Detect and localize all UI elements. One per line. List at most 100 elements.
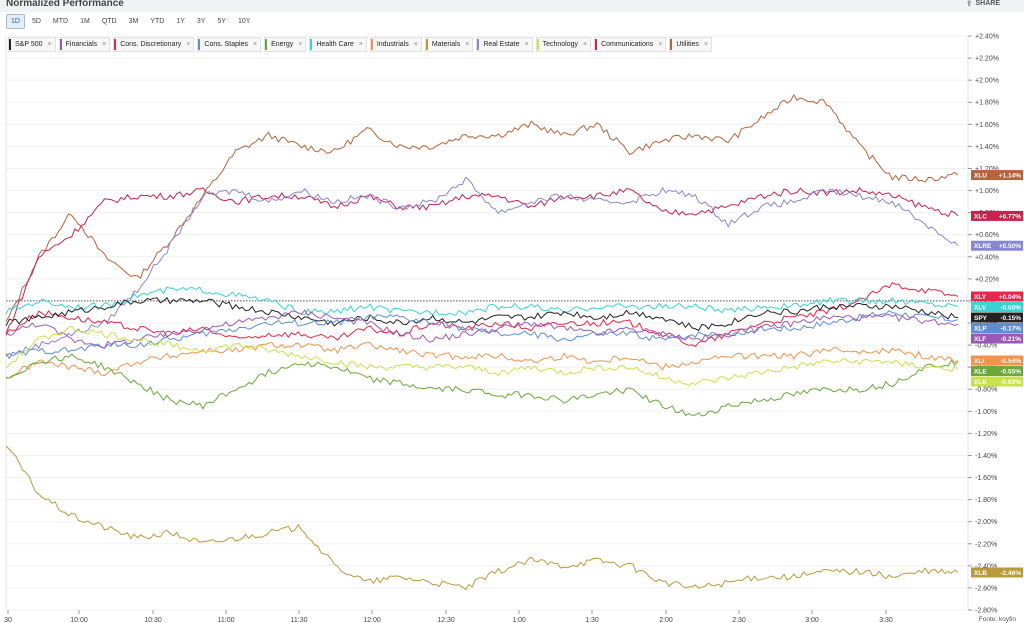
y-tick-label: -2.60% [975, 585, 997, 592]
series-line-xlu [5, 93, 959, 322]
period-selector: 1D 5D MTD 1M QTD 3M YTD 1Y 3Y 5Y 10Y [6, 14, 255, 29]
legend-item[interactable]: Communications × [594, 37, 667, 52]
y-tick-label: 0.00% [975, 298, 995, 305]
legend-label: Utilities [676, 41, 699, 48]
legend-item[interactable]: Energy × [264, 37, 307, 52]
share-button[interactable]: ⇪ SHARE [966, 0, 1000, 8]
legend-item[interactable]: S&P 500 × [8, 37, 56, 52]
legend-label: Energy [271, 41, 294, 48]
period-button-1y[interactable]: 1Y [176, 18, 185, 25]
legend-item[interactable]: Financials × [58, 37, 111, 52]
legend-swatch [59, 39, 62, 50]
legend-swatch [265, 39, 268, 50]
series-badge-bg [971, 291, 1023, 302]
series-line-xle [5, 353, 959, 417]
share-label: SHARE [975, 0, 1000, 7]
series-badge-value: +0.77% [999, 213, 1021, 220]
close-icon[interactable]: × [102, 41, 107, 48]
close-icon[interactable]: × [47, 41, 52, 48]
legend-item[interactable]: Cons. Discretionary × [113, 37, 195, 52]
series-badge-bg [971, 376, 1023, 387]
series-badge: XLP -0.17% [971, 323, 1023, 334]
legend-swatch [310, 39, 313, 50]
x-tick-label: 1:30 [585, 617, 599, 623]
close-icon[interactable]: × [413, 41, 418, 48]
series-badge-ticker: XLP [974, 326, 987, 333]
period-button-5y[interactable]: 5Y [217, 18, 227, 25]
close-icon[interactable]: × [658, 41, 663, 48]
series-line-xlv [5, 286, 959, 316]
legend-label: S&P 500 [15, 41, 43, 48]
source-note: Fonte: koyfin [979, 616, 1017, 623]
series-badge: XLE -0.55% [971, 366, 1023, 377]
close-icon[interactable]: × [298, 41, 303, 48]
y-tick-label: -1.40% [975, 453, 997, 460]
series-badge-bg [971, 240, 1023, 251]
series-badge-ticker: XLB [974, 570, 987, 577]
legend-swatch [536, 39, 539, 50]
series-badge-bg [971, 302, 1023, 313]
series-line-xlre [5, 176, 959, 357]
series-badge-ticker: XLE [974, 369, 987, 376]
period-button-qtd[interactable]: QTD [101, 18, 117, 25]
legend-label: Financials [65, 41, 98, 48]
y-tick-label: -1.00% [975, 409, 997, 416]
series-badge-ticker: SPY [974, 315, 988, 322]
series-badge-bg [971, 333, 1023, 344]
close-icon[interactable]: × [524, 41, 529, 48]
y-tick-label: +1.00% [975, 188, 999, 195]
legend-item[interactable]: Technology × [535, 37, 592, 52]
series-badge-ticker: XLU [974, 173, 987, 180]
close-icon[interactable]: × [583, 41, 588, 48]
legend-label: Real Estate [483, 41, 520, 48]
series-line-xlb [5, 445, 959, 591]
period-button-ytd[interactable]: YTD [150, 18, 165, 25]
series-badge-value: -2.46% [1000, 570, 1021, 577]
top-bar [0, 0, 1024, 12]
series-badge: XLB -2.46% [971, 567, 1023, 578]
series-badge-bg [971, 366, 1023, 377]
series-badge-ticker: XLK [974, 379, 987, 386]
close-icon[interactable]: × [703, 41, 708, 48]
period-button-3m[interactable]: 3M [128, 18, 139, 25]
y-tick-label: -0.80% [975, 387, 997, 394]
period-button-3y[interactable]: 3Y [196, 18, 206, 25]
series-badge: XLK -0.62% [971, 376, 1023, 387]
series-badge-value: -0.62% [1000, 379, 1021, 386]
period-button-1d[interactable]: 1D [6, 14, 25, 29]
legend-item[interactable]: Materials × [424, 37, 474, 52]
legend-item[interactable]: Health Care × [309, 37, 367, 52]
y-tick-label: +1.60% [975, 122, 999, 129]
period-button-mtd[interactable]: MTD [52, 18, 69, 25]
close-icon[interactable]: × [252, 41, 258, 48]
close-icon[interactable]: × [465, 41, 470, 48]
y-tick-label: +1.80% [975, 100, 999, 107]
period-button-5d[interactable]: 5D [31, 18, 41, 25]
legend-swatch [477, 39, 480, 50]
page-title: Normalized Performance [6, 0, 124, 9]
series-badge-ticker: XLC [974, 213, 987, 220]
series-badge-value: -0.17% [1000, 326, 1021, 333]
series-line-spy [5, 296, 959, 332]
legend-item[interactable]: Utilities × [669, 37, 712, 52]
series-badge: XLRE +0.50% [971, 240, 1023, 251]
y-tick-label: -0.40% [975, 343, 997, 350]
y-tick-label: -2.80% [975, 608, 997, 615]
series-badge-value: +1.14% [999, 173, 1021, 180]
x-tick-label: 12:00 [363, 617, 381, 623]
x-tick-label: 1:00 [512, 617, 526, 623]
close-icon[interactable]: × [186, 41, 191, 48]
series-badge-value: -0.15% [1000, 315, 1021, 322]
legend-item[interactable]: Industrials × [369, 37, 422, 52]
y-tick-label: +1.20% [975, 166, 999, 173]
legend-item[interactable]: Real Estate × [476, 37, 533, 52]
close-icon[interactable]: × [358, 41, 363, 48]
period-button-10y[interactable]: 10Y [238, 18, 251, 25]
series-badge-bg [971, 312, 1023, 323]
x-tick-label: 10:00 [70, 617, 88, 623]
legend-item[interactable]: Cons. Staples × [197, 37, 262, 52]
period-button-1m[interactable]: 1M [80, 18, 90, 25]
legend-swatch [370, 39, 373, 50]
legend-label: Communications [601, 41, 654, 48]
